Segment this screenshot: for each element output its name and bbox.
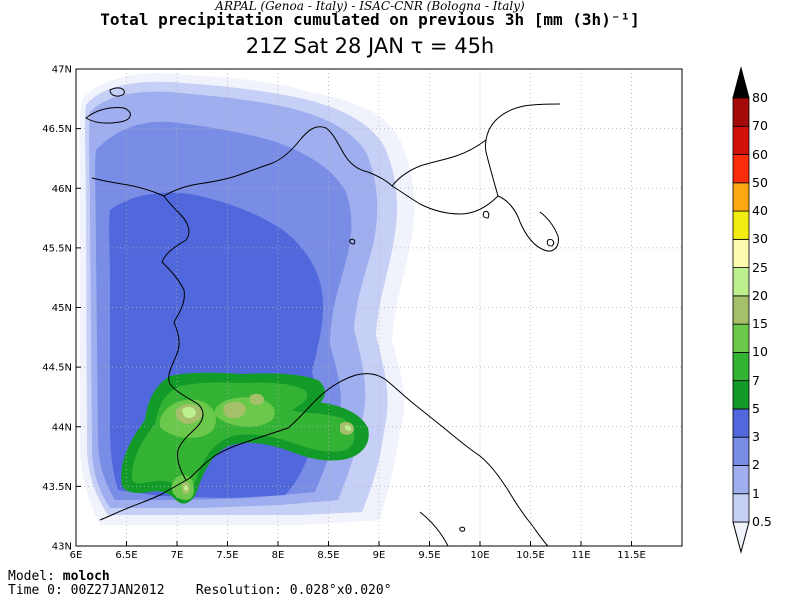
time-label: Time 0: [8, 583, 63, 598]
header-valid-time: 21Z Sat 28 JAN τ = 45h [245, 34, 495, 58]
coastline-venice [391, 185, 499, 215]
colorbar-swatch [732, 408, 750, 438]
border-ch-fr [91, 177, 165, 197]
colorbar-level-label: 15 [752, 316, 768, 332]
lon-tick-label: 7E [171, 550, 184, 561]
colorbar-level-label: 60 [752, 146, 768, 162]
island-c [482, 211, 490, 219]
lat-tick-label: 44N [52, 422, 72, 433]
model-value: moloch [62, 569, 110, 584]
lon-tick-label: 10E [470, 550, 489, 561]
island-a [459, 526, 466, 532]
precipitation-field [79, 73, 415, 526]
colorbar-swatch [732, 493, 750, 523]
coastline-italy [99, 373, 549, 546]
colorbar-swatch [732, 323, 750, 353]
lon-tick-label: 7.5E [216, 550, 238, 561]
colorbar-swatch [732, 295, 750, 325]
colorbar-swatch [732, 182, 750, 212]
lon-tick-label: 8.5E [317, 550, 339, 561]
border-at [391, 139, 487, 187]
lon-tick-label: 9E [373, 550, 386, 561]
colorbar-swatch [732, 210, 750, 240]
precip-area-25mm-c [345, 425, 352, 431]
lake-geneva [85, 107, 131, 124]
lat-tick-label: 45.5N [42, 243, 72, 254]
lon-tick-label: 11E [571, 550, 590, 561]
graticule-grid [76, 69, 682, 546]
border-ch-it [163, 126, 393, 197]
colorbar-level-label: 0.5 [752, 514, 772, 529]
lon-tick-label: 10.5E [516, 550, 545, 561]
footer-model-line: Model: moloch [8, 570, 110, 584]
colorbar-level-label: 3 [752, 429, 760, 445]
colorbar-swatch [732, 267, 750, 297]
lon-tick-label: 6.5E [115, 550, 137, 561]
island-b [546, 239, 555, 247]
colorbar [732, 66, 750, 554]
precip-area-20mm-b [223, 401, 246, 419]
lat-tick-label: 46.5N [42, 124, 72, 135]
lat-tick-label: 43N [52, 542, 72, 553]
border-fr-it [161, 195, 204, 481]
colorbar-top-triangle [732, 66, 750, 99]
colorbar-swatch [732, 154, 750, 184]
lat-tick-label: 47N [52, 65, 72, 76]
colorbar-swatch [732, 238, 750, 268]
precip-area-20mm-c [250, 393, 264, 405]
colorbar-level-label: 70 [752, 118, 768, 134]
colorbar-swatch [732, 380, 750, 410]
colorbar-level-label: 50 [752, 174, 768, 190]
colorbar-swatch [732, 465, 750, 495]
colorbar-swatch [732, 436, 750, 466]
resolution-label: Resolution: [195, 583, 282, 598]
colorbar-level-label: 40 [752, 203, 768, 219]
coastline-corsica [419, 511, 449, 546]
colorbar-level-label: 5 [752, 400, 760, 416]
colorbar-level-label: 2 [752, 457, 760, 473]
colorbar-level-label: 10 [752, 344, 768, 360]
header-field-title: Total precipitation cumulated on previou… [100, 10, 640, 29]
lon-tick-label: 8E [272, 550, 285, 561]
header-agency-line: ARPAL (Genoa - Italy) - ISAC-CNR (Bologn… [215, 0, 525, 13]
colorbar-level-label: 1 [752, 485, 760, 501]
colorbar-level-label: 80 [752, 90, 768, 105]
time-value: 00Z27JAN2012 [70, 583, 165, 598]
border-it-si [485, 103, 561, 197]
island-d [349, 238, 356, 245]
axis-tick-labels: 6E 6.5E 7E 7.5E 8E 8.5E 9E 9.5E 10E 10.5E 11E 11.5E… [42, 65, 646, 562]
colorbar-level-label: 7 [752, 372, 760, 388]
colorbar-swatch [732, 97, 750, 127]
colorbar-level-label: 30 [752, 231, 768, 247]
lat-tick-label: 46N [52, 184, 72, 195]
precip-area-25mm-a [182, 406, 196, 419]
colorbar-bottom-triangle [732, 521, 750, 554]
colorbar-level-label: 25 [752, 259, 768, 275]
lake-neuchatel [109, 87, 125, 97]
lon-tick-label: 9.5E [418, 550, 440, 561]
coastlines-borders [85, 87, 561, 546]
lat-tick-label: 43.5N [42, 482, 72, 493]
lon-tick-label: 6E [70, 550, 83, 561]
resolution-value: 0.028°x0.020° [289, 583, 392, 598]
lon-tick-label: 11.5E [617, 550, 646, 561]
coastline-istria [497, 195, 559, 252]
lat-tick-label: 44.5N [42, 363, 72, 374]
colorbar-level-label: 20 [752, 287, 768, 303]
lat-tick-label: 45N [52, 303, 72, 314]
colorbar-swatch [732, 125, 750, 155]
footer-time-line: Time 0: 00Z27JAN2012 Resolution: 0.028°x… [8, 584, 392, 598]
colorbar-swatch [732, 351, 750, 382]
model-label: Model: [8, 569, 55, 584]
